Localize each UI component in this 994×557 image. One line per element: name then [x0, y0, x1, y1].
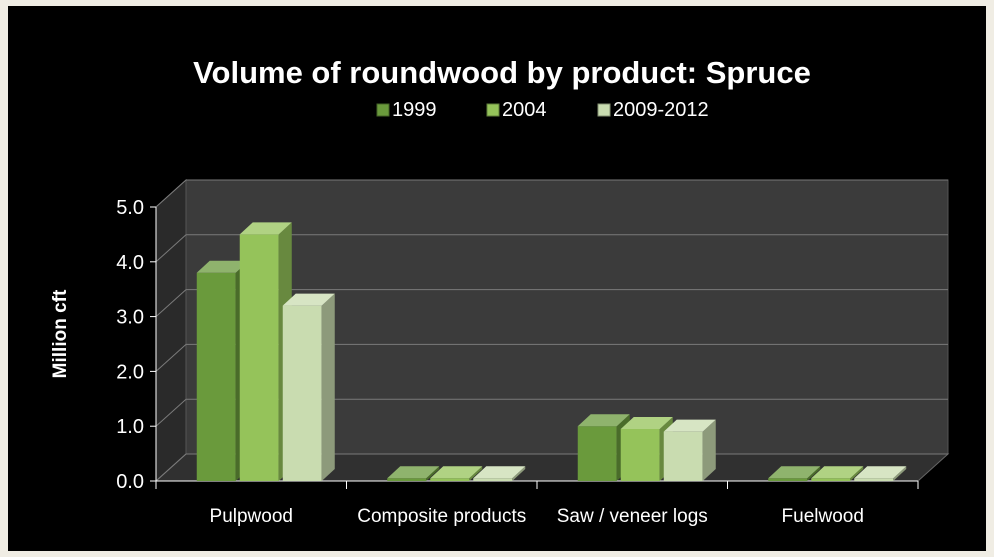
bar-top: [430, 466, 483, 479]
gridline: [155, 289, 948, 317]
bar-top: [663, 419, 716, 432]
x-tick-label: Saw / veneer logs: [557, 506, 708, 527]
bar-front: [577, 426, 617, 481]
bar-2009-2012-pulpwood: [282, 293, 335, 481]
bar-front: [239, 234, 279, 481]
bar-front: [430, 478, 470, 481]
bar-front: [282, 305, 322, 481]
y-axis-label: Million cft: [50, 289, 71, 378]
bar-2009-2012-fuelwood: [854, 466, 907, 481]
legend-label: 2004: [502, 99, 547, 121]
chart-legend: 1999 2004 2009-2012: [376, 99, 709, 121]
bar-chart: Volume of roundwood by product: Spruce 1…: [50, 55, 950, 527]
legend-swatch: [597, 103, 611, 117]
slide-background: Volume of roundwood by product: Spruce 1…: [8, 6, 986, 551]
bar-top: [811, 466, 864, 479]
legend-label: 2009-2012: [613, 99, 709, 121]
bar-front: [768, 478, 808, 481]
bar-top: [239, 222, 292, 235]
gridline: [155, 398, 948, 427]
bar-side: [893, 466, 907, 481]
chart-title: Volume of roundwood by product: Spruce: [193, 55, 811, 90]
bar-2004-fuelwood: [811, 466, 864, 481]
bar-side: [426, 466, 440, 481]
bar-side: [850, 466, 864, 481]
y-tick-label: 5.0: [116, 197, 144, 219]
bar-front: [473, 478, 513, 481]
bar-top: [768, 466, 821, 479]
x-tick-label: Composite products: [357, 506, 526, 527]
plot-area: 0.0 1.0 2.0 3.0 4.0 5.0 Pulpwood Composite prod…: [116, 178, 950, 527]
bar-top: [473, 466, 526, 479]
bar-front: [663, 431, 703, 481]
bar-2004-composite-products: [430, 466, 483, 481]
gridline: [155, 343, 948, 372]
legend-label: 1999: [392, 99, 437, 121]
bar-2009-2012-composite-products: [473, 466, 526, 481]
y-tick-label: 4.0: [116, 252, 144, 274]
legend-item-1999: 1999: [376, 99, 437, 121]
bar-side: [512, 466, 526, 481]
bar-front: [620, 428, 660, 481]
side-wall: [155, 178, 187, 483]
bar-top: [387, 466, 440, 479]
bar-top: [282, 293, 335, 306]
legend-swatch: [486, 103, 500, 117]
bar-top: [620, 416, 673, 429]
bar-1999-fuelwood: [768, 466, 821, 481]
bar-front: [387, 478, 427, 481]
legend-swatch: [376, 103, 390, 117]
bar-side: [702, 419, 716, 481]
y-tick-label: 0.0: [116, 471, 144, 493]
legend-item-2009-2012: 2009-2012: [597, 99, 709, 121]
gridline: [155, 234, 948, 263]
x-tick-label: Pulpwood: [210, 506, 293, 527]
bar-side: [321, 293, 335, 481]
bar-top: [854, 466, 907, 479]
x-tick-label: Fuelwood: [782, 506, 864, 527]
bar-2009-2012-saw-veneer-logs: [663, 419, 716, 481]
bar-front: [854, 478, 894, 481]
bar-side: [469, 466, 483, 481]
bar-front: [196, 272, 236, 481]
bar-top: [577, 414, 630, 427]
y-tick-label: 1.0: [116, 416, 144, 438]
gridline: [155, 179, 948, 208]
bar-1999-composite-products: [387, 466, 440, 481]
y-tick-label: 2.0: [116, 361, 144, 383]
bar-front: [811, 478, 851, 481]
bar-top: [196, 260, 249, 273]
legend-item-2004: 2004: [486, 99, 547, 121]
y-tick-label: 3.0: [116, 307, 144, 329]
bar-side: [807, 466, 821, 481]
